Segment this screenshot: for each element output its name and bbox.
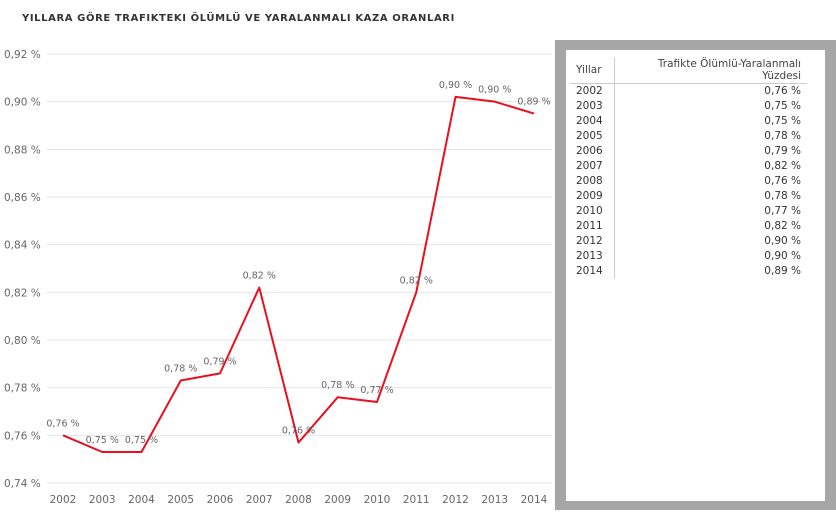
y-tick-label: 0,86 % xyxy=(4,192,41,204)
y-tick-label: 0,82 % xyxy=(4,287,41,299)
data-label: 0,79 % xyxy=(203,356,236,367)
column-header-years[interactable]: Yillar xyxy=(570,57,615,84)
y-tick-label: 0,78 % xyxy=(4,383,41,395)
y-tick-label: 0,92 % xyxy=(4,49,41,61)
data-label: 0,76 % xyxy=(46,418,79,429)
percentage-cell: 0,75 % xyxy=(764,100,801,112)
data-point xyxy=(532,112,536,116)
y-tick-label: 0,76 % xyxy=(4,430,41,442)
table-panel: Yillar Trafikte Ölümlü-Yaralanmalı Yüzde… xyxy=(555,40,836,510)
y-tick-label: 0,90 % xyxy=(4,97,41,109)
percentage-cell: 0,89 % xyxy=(764,265,801,277)
table-row[interactable]: 2013 0,90 % xyxy=(570,249,807,264)
table-row[interactable]: 2005 0,78 % xyxy=(570,129,807,144)
year-cell: 2003 xyxy=(570,99,615,114)
table-container: Yillar Trafikte Ölümlü-Yaralanmalı Yüzde… xyxy=(566,50,825,501)
x-tick-label: 2014 xyxy=(521,494,548,506)
data-point xyxy=(375,400,379,404)
data-point xyxy=(336,395,340,399)
line-chart: 0,74 % 0,76 % 0,78 % 0,80 % 0,82 % 0,84 % 0,86… xyxy=(4,49,552,506)
year-cell: 2012 xyxy=(570,234,615,249)
percentage-cell: 0,76 % xyxy=(764,175,801,187)
percentage-cell: 0,76 % xyxy=(764,85,801,97)
data-label: 0,75 % xyxy=(125,435,158,446)
table-row[interactable]: 2007 0,82 % xyxy=(570,159,807,174)
percentage-cell: 0,77 % xyxy=(764,205,801,217)
series-line xyxy=(62,95,535,454)
data-point xyxy=(493,100,497,104)
percentage-cell: 0,78 % xyxy=(764,190,801,202)
year-cell: 2004 xyxy=(570,114,615,129)
year-cell: 2014 xyxy=(570,264,615,279)
table-row[interactable]: 2010 0,77 % xyxy=(570,204,807,219)
percentage-cell: 0,75 % xyxy=(764,115,801,127)
year-cell: 2002 xyxy=(570,83,615,99)
data-label: 0,82 % xyxy=(400,275,433,286)
x-tick-label: 2005 xyxy=(167,494,194,506)
table-row[interactable]: 2009 0,78 % xyxy=(570,189,807,204)
data-point xyxy=(414,290,418,294)
year-cell: 2005 xyxy=(570,129,615,144)
year-cell: 2006 xyxy=(570,144,615,159)
data-point xyxy=(218,371,222,375)
year-cell: 2013 xyxy=(570,249,615,264)
data-label: 0,78 % xyxy=(321,380,354,391)
data-label: 0,76 % xyxy=(282,425,315,436)
y-tick-label: 0,74 % xyxy=(4,478,41,490)
data-label: 0,78 % xyxy=(164,364,197,375)
data-point xyxy=(454,95,458,99)
table-row[interactable]: 2002 0,76 % xyxy=(570,83,807,99)
data-point xyxy=(179,379,183,383)
data-label: 0,82 % xyxy=(243,271,276,282)
year-cell: 2011 xyxy=(570,219,615,234)
year-cell: 2008 xyxy=(570,174,615,189)
y-tick-label: 0,84 % xyxy=(4,240,41,252)
table-row[interactable]: 2011 0,82 % xyxy=(570,219,807,234)
data-label: 0,89 % xyxy=(517,97,550,108)
data-point xyxy=(61,433,65,437)
x-tick-label: 2003 xyxy=(89,494,116,506)
percentage-cell: 0,90 % xyxy=(764,250,801,262)
table-row[interactable]: 2008 0,76 % xyxy=(570,174,807,189)
x-tick-label: 2002 xyxy=(50,494,77,506)
x-tick-label: 2007 xyxy=(246,494,273,506)
data-label: 0,90 % xyxy=(478,85,511,96)
x-tick-label: 2004 xyxy=(128,494,155,506)
data-label: 0,75 % xyxy=(86,435,119,446)
x-tick-label: 2012 xyxy=(442,494,469,506)
percentage-cell: 0,78 % xyxy=(764,130,801,142)
percentage-cell: 0,79 % xyxy=(764,145,801,157)
x-tick-label: 2008 xyxy=(285,494,312,506)
y-tick-label: 0,88 % xyxy=(4,144,41,156)
x-tick-label: 2009 xyxy=(324,494,351,506)
y-tick-label: 0,80 % xyxy=(4,335,41,347)
table-row[interactable]: 2004 0,75 % xyxy=(570,114,807,129)
data-point xyxy=(140,450,144,454)
data-point xyxy=(100,450,104,454)
x-tick-label: 2006 xyxy=(207,494,234,506)
data-table: Yillar Trafikte Ölümlü-Yaralanmalı Yüzde… xyxy=(570,57,807,279)
x-tick-label: 2011 xyxy=(403,494,430,506)
data-label: 0,90 % xyxy=(439,80,472,91)
x-tick-label: 2010 xyxy=(364,494,391,506)
year-cell: 2010 xyxy=(570,204,615,219)
percentage-cell: 0,82 % xyxy=(764,160,801,172)
year-cell: 2009 xyxy=(570,189,615,204)
data-label: 0,77 % xyxy=(360,385,393,396)
table-row[interactable]: 2006 0,79 % xyxy=(570,144,807,159)
percentage-cell: 0,90 % xyxy=(764,235,801,247)
percentage-cell: 0,82 % xyxy=(764,220,801,232)
data-point xyxy=(297,440,301,444)
table-row[interactable]: 2003 0,75 % xyxy=(570,99,807,114)
data-point xyxy=(257,286,261,290)
year-cell: 2007 xyxy=(570,159,615,174)
table-row[interactable]: 2014 0,89 % xyxy=(570,264,807,279)
chart-title: YILLARA GÖRE TRAFIKTEKI ÖLÜMLÜ VE YARALA… xyxy=(22,13,455,24)
table-row[interactable]: 2012 0,90 % xyxy=(570,234,807,249)
x-tick-label: 2013 xyxy=(481,494,508,506)
column-header-percentage[interactable]: Trafikte Ölümlü-Yaralanmalı Yüzdesi xyxy=(614,57,807,84)
